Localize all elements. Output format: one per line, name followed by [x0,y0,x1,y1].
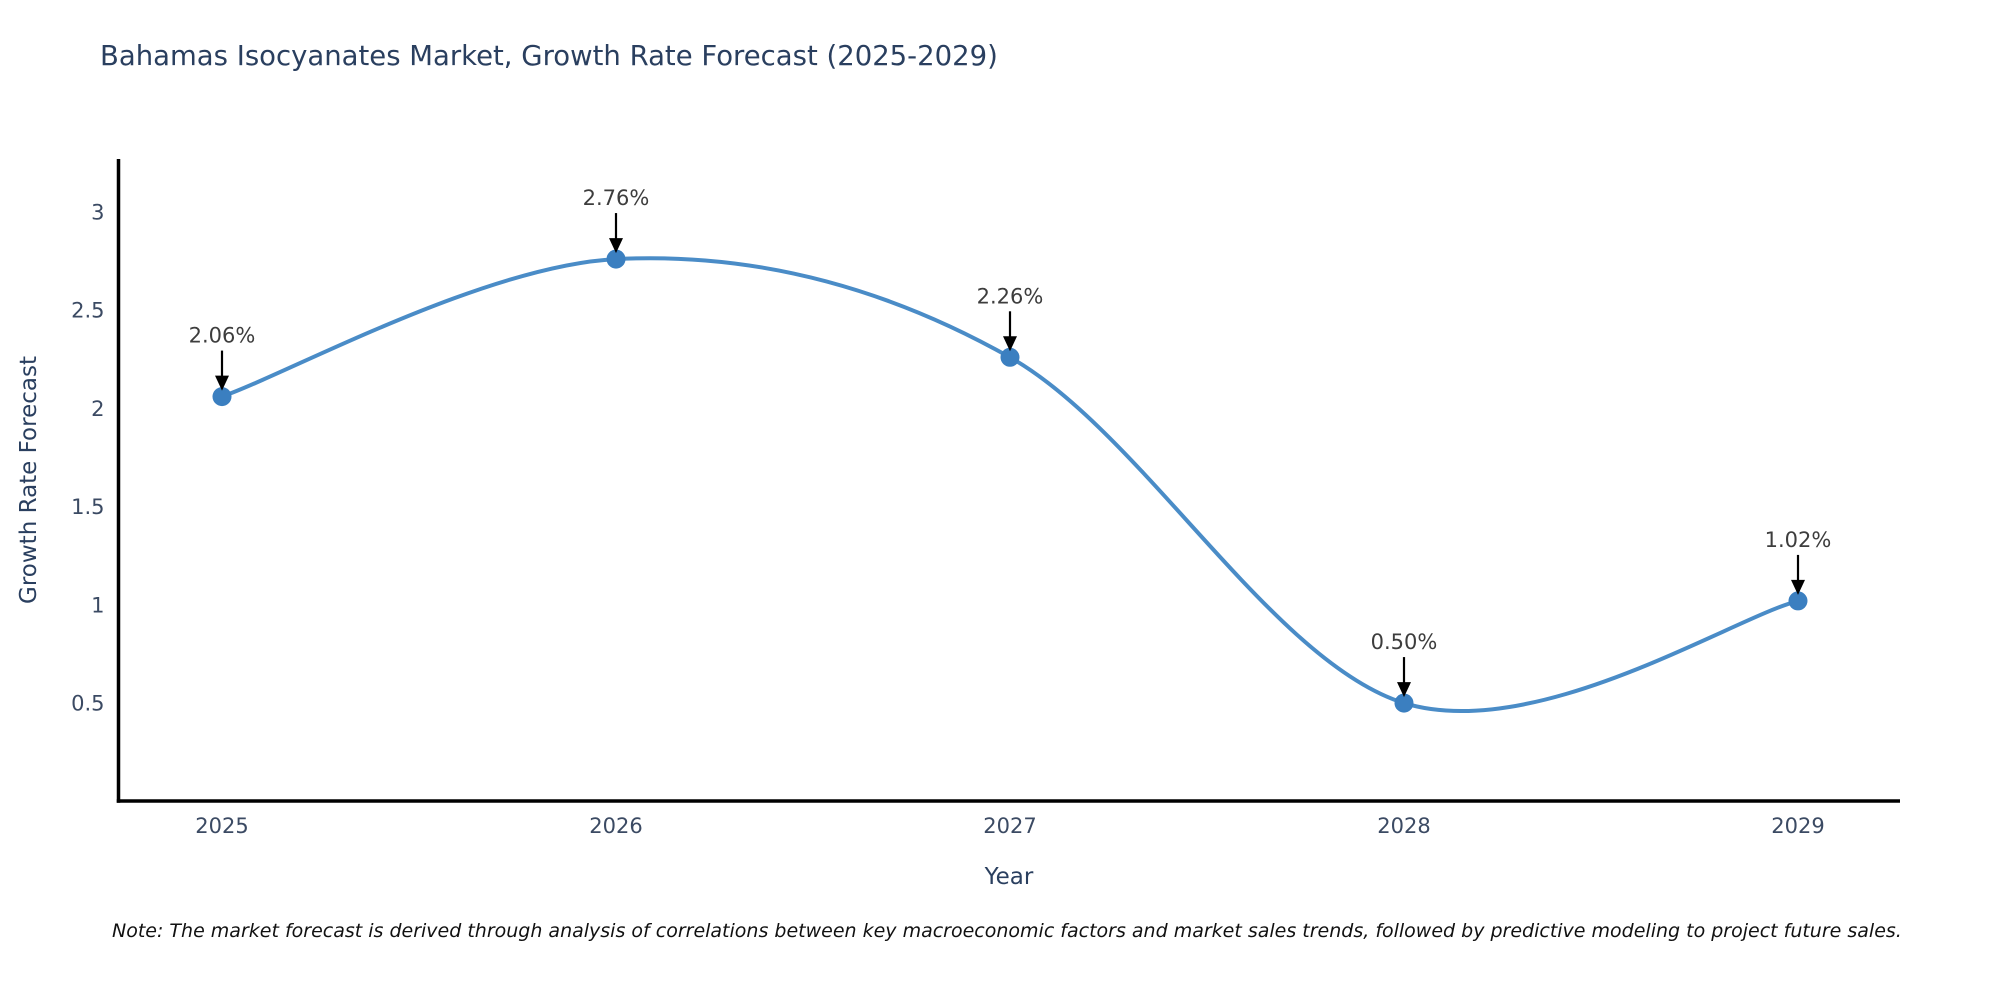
y-tick-label: 1 [91,593,104,617]
footnote: Note: The market forecast is derived thr… [112,920,1902,942]
trend-line [220,256,1800,714]
annotation-arrowhead [1397,682,1411,698]
data-point[interactable] [1788,591,1808,611]
x-tick-label: 2026 [589,814,642,838]
data-point[interactable] [1394,693,1414,713]
data-point[interactable] [1000,347,1020,367]
annotation-arrowhead [609,238,623,254]
point-annotation: 1.02% [1765,528,1832,552]
data-point[interactable] [212,387,232,407]
y-tick-label: 3 [91,200,104,224]
y-tick-label: 1.5 [71,495,104,519]
data-point[interactable] [606,249,626,269]
y-axis-title: Growth Rate Forecast [16,356,42,604]
point-annotation: 2.76% [583,186,650,210]
x-tick-label: 2028 [1377,814,1430,838]
y-tick-label: 0.5 [71,692,104,716]
x-axis-title: Year [984,864,1034,890]
point-annotation: 2.06% [189,324,256,348]
x-tick-label: 2029 [1771,814,1824,838]
annotation-arrowhead [215,375,229,391]
y-tick-label: 2.5 [71,299,104,323]
point-annotation: 2.26% [977,284,1044,308]
annotation-arrowhead [1003,336,1017,352]
y-tick-label: 2 [91,397,104,421]
x-tick-label: 2025 [195,814,248,838]
annotation-arrowhead [1791,579,1805,595]
chart-title: Bahamas Isocyanates Market, Growth Rate … [100,40,998,72]
point-annotation: 0.50% [1371,630,1438,654]
x-tick-label: 2027 [983,814,1036,838]
